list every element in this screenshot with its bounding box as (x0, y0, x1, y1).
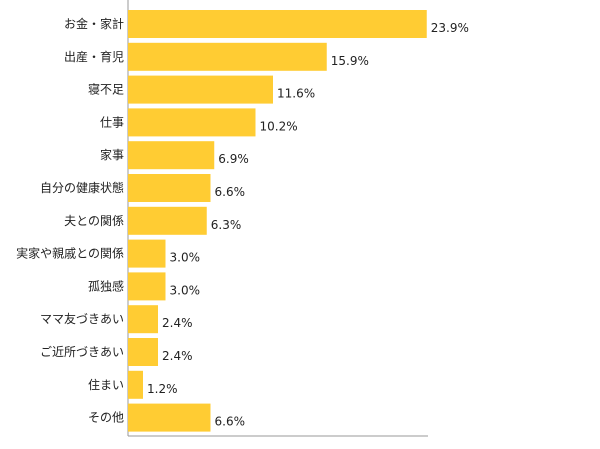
bar-row: ママ友づきあい 2.4% (40, 305, 193, 334)
bar-row: その他 6.6% (88, 403, 246, 432)
bar-row: 寝不足 11.6% (88, 75, 315, 104)
bar-row: ご近所づきあい 2.4% (40, 338, 193, 366)
bar-row: 自分の健康状態 6.6% (40, 174, 245, 202)
category-label: 家事 (100, 147, 124, 162)
value-label: 6.9% (218, 152, 249, 166)
value-label: 23.9% (431, 21, 469, 35)
bar (128, 206, 207, 235)
value-label: 6.3% (211, 218, 242, 232)
value-label: 11.6% (277, 87, 315, 101)
value-label: 3.0% (170, 251, 201, 265)
bar (128, 174, 211, 202)
bar (128, 75, 273, 104)
bar-row: 出産・育児 15.9% (64, 42, 369, 71)
bar-row: 住まい 1.2% (88, 370, 178, 399)
value-label: 15.9% (331, 54, 369, 68)
value-label: 10.2% (260, 119, 298, 133)
value-label: 1.2% (147, 382, 178, 396)
category-label: 住まい (88, 378, 124, 392)
value-label: 6.6% (215, 415, 246, 429)
bar (128, 305, 158, 334)
category-label: ご近所づきあい (40, 344, 124, 359)
category-label: ママ友づきあい (40, 312, 124, 326)
value-label: 2.4% (162, 316, 193, 330)
category-label: 寝不足 (88, 82, 124, 97)
bar-row: 家事 6.9% (100, 141, 249, 170)
category-label: その他 (88, 411, 124, 425)
bar (128, 141, 215, 170)
bar (128, 370, 143, 399)
value-label: 2.4% (162, 349, 193, 363)
category-label: 夫との関係 (64, 214, 124, 228)
bar (128, 10, 427, 38)
category-label: 実家や親戚との関係 (16, 246, 124, 261)
bar-row: 孤独感 3.0% (88, 272, 201, 301)
bar (128, 42, 327, 71)
value-label: 6.6% (215, 185, 246, 199)
bar (128, 108, 256, 137)
category-label: お金・家計 (64, 16, 124, 31)
value-label: 3.0% (170, 283, 201, 297)
category-label: 出産・育児 (64, 49, 124, 64)
category-label: 仕事 (100, 115, 124, 129)
bar (128, 272, 166, 301)
bar (128, 338, 158, 366)
bar (128, 239, 166, 268)
category-label: 孤独感 (88, 278, 124, 293)
bar-row: お金・家計 23.9% (64, 10, 469, 38)
bar (128, 403, 211, 432)
bar-row: 実家や親戚との関係 3.0% (16, 239, 201, 268)
category-label: 自分の健康状態 (40, 180, 124, 195)
bar-row: 夫との関係 6.3% (64, 206, 242, 235)
bar-row: 仕事 10.2% (100, 108, 298, 137)
